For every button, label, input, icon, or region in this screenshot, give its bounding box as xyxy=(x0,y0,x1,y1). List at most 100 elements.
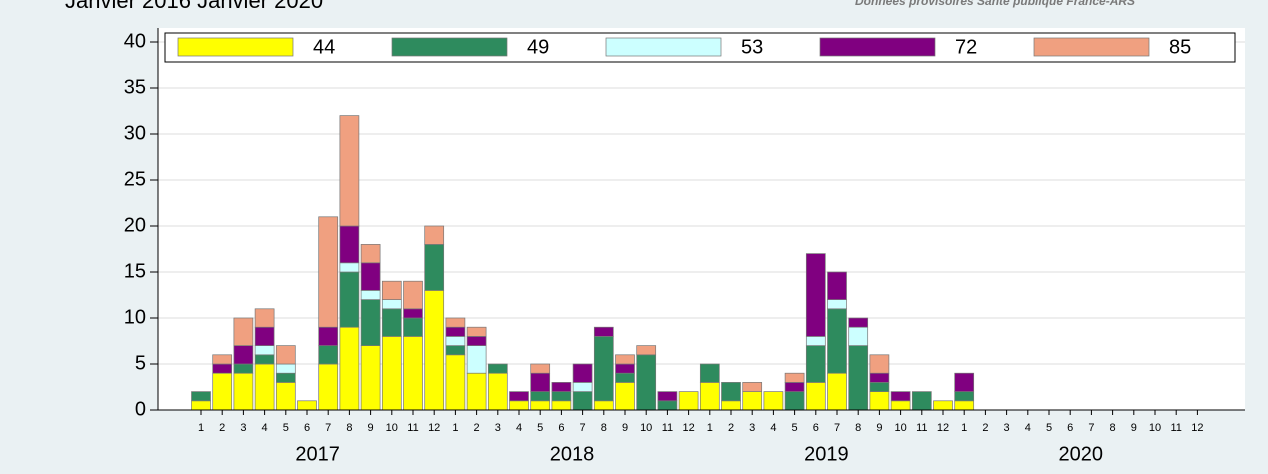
bar-segment xyxy=(848,345,869,411)
x-tick-label: 7 xyxy=(325,422,331,434)
bar-segment xyxy=(890,391,911,402)
legend-swatch xyxy=(177,37,294,57)
x-tick-label: 3 xyxy=(240,422,246,434)
bar-segment xyxy=(615,354,635,365)
bar-segment xyxy=(360,262,381,291)
bar-segment xyxy=(487,363,508,374)
legend-label: 85 xyxy=(1169,36,1191,58)
x-tick-label: 10 xyxy=(1149,422,1161,434)
x-tick-label: 9 xyxy=(876,422,882,434)
bar-segment xyxy=(848,326,869,346)
bar-segment xyxy=(360,290,381,300)
bar-segment xyxy=(381,280,402,300)
x-tick-label: 6 xyxy=(558,422,564,434)
bar-segment xyxy=(212,354,233,365)
bar-segment xyxy=(339,271,360,328)
bar-segment xyxy=(275,382,296,411)
x-tick-label: 2 xyxy=(728,422,734,434)
x-tick-label: 8 xyxy=(1110,422,1116,434)
x-tick-label: 2 xyxy=(219,422,225,434)
bar-segment xyxy=(954,391,975,402)
x-tick-label: 5 xyxy=(792,422,798,434)
bar-segment xyxy=(403,317,423,337)
bar-segment xyxy=(275,372,296,383)
x-tick-label: 7 xyxy=(1088,422,1094,434)
x-tick-label: 6 xyxy=(1067,422,1073,434)
x-tick-label: 3 xyxy=(749,422,755,434)
bar-segment xyxy=(636,345,657,356)
x-group-label: 2020 xyxy=(1059,443,1104,465)
bar-segment xyxy=(318,363,339,411)
bar-segment xyxy=(318,216,339,328)
bar-segment xyxy=(509,400,529,411)
bar-segment xyxy=(869,382,890,392)
legend-swatch xyxy=(1033,37,1150,57)
bar-segment xyxy=(551,391,572,402)
x-tick-label: 6 xyxy=(813,422,819,434)
bar-segment xyxy=(424,225,445,245)
bar-segment xyxy=(848,317,869,328)
x-group-label: 2018 xyxy=(550,443,595,465)
bar-segment xyxy=(403,336,423,411)
y-tick-label: 10 xyxy=(124,306,146,328)
bar-segment xyxy=(784,391,805,411)
bar-segment xyxy=(911,391,932,411)
x-tick-label: 4 xyxy=(770,422,776,434)
bar-segment xyxy=(954,400,975,411)
bar-segment xyxy=(593,326,614,337)
bar-segment xyxy=(763,391,784,411)
bar-segment xyxy=(466,372,487,411)
bar-segment xyxy=(509,391,529,402)
bar-segment xyxy=(254,326,275,346)
bar-segment xyxy=(742,391,763,411)
bar-segment xyxy=(339,115,360,227)
bar-segment xyxy=(424,244,445,291)
x-tick-label: 4 xyxy=(516,422,522,434)
bar-segment xyxy=(593,336,614,402)
bar-segment xyxy=(678,391,699,411)
bar-segment xyxy=(784,382,805,392)
x-tick-label: 5 xyxy=(537,422,543,434)
bar-segment xyxy=(212,372,233,411)
bar-segment xyxy=(657,391,678,402)
bar-segment xyxy=(445,354,466,411)
x-tick-label: 4 xyxy=(262,422,268,434)
chart-title: Janvier 2016 Janvier 2020 xyxy=(65,0,323,13)
x-tick-label: 3 xyxy=(1004,422,1010,434)
bar-segment xyxy=(360,244,381,264)
bar-segment xyxy=(721,400,741,411)
bar-segment xyxy=(827,299,847,310)
x-tick-label: 12 xyxy=(428,422,440,434)
x-tick-label: 11 xyxy=(1170,422,1181,434)
x-tick-label: 9 xyxy=(1131,422,1137,434)
x-tick-label: 1 xyxy=(961,422,967,434)
legend-label: 53 xyxy=(741,36,763,58)
x-tick-label: 3 xyxy=(495,422,501,434)
bar-segment xyxy=(381,308,402,337)
bar-segment xyxy=(954,372,975,392)
bar-segment xyxy=(593,400,614,411)
y-tick-label: 40 xyxy=(124,30,146,52)
x-tick-label: 11 xyxy=(407,422,418,434)
x-tick-label: 1 xyxy=(198,422,204,434)
bar-segment xyxy=(805,253,826,337)
bar-segment xyxy=(530,363,551,374)
legend-swatch xyxy=(819,37,936,57)
bar-segment xyxy=(233,345,254,365)
bar-segment xyxy=(424,290,445,411)
x-tick-label: 7 xyxy=(580,422,586,434)
x-tick-label: 8 xyxy=(855,422,861,434)
x-tick-label: 9 xyxy=(622,422,628,434)
x-tick-label: 11 xyxy=(916,422,927,434)
bar-segment xyxy=(805,336,826,346)
bar-segment xyxy=(699,382,720,411)
x-tick-label: 1 xyxy=(707,422,713,434)
bar-segment xyxy=(890,400,911,411)
x-tick-label: 5 xyxy=(283,422,289,434)
bar-segment xyxy=(360,299,381,346)
bar-segment xyxy=(339,326,360,411)
plot-area xyxy=(158,28,1245,410)
bar-segment xyxy=(381,299,402,310)
bar-segment xyxy=(254,345,275,356)
